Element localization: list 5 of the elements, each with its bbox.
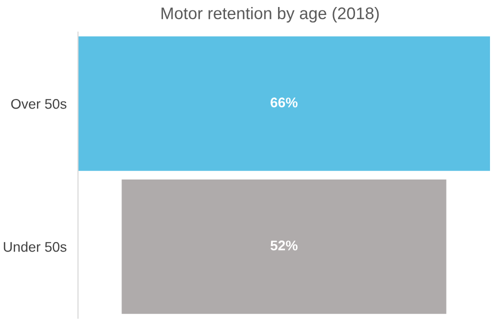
category-label: Over 50s: [11, 98, 66, 109]
data-label: 66%: [270, 98, 298, 108]
category-label: Under 50s: [4, 242, 66, 252]
text: Motor retention by age (2018): [162, 6, 379, 23]
data-label: 52%: [270, 240, 298, 250]
